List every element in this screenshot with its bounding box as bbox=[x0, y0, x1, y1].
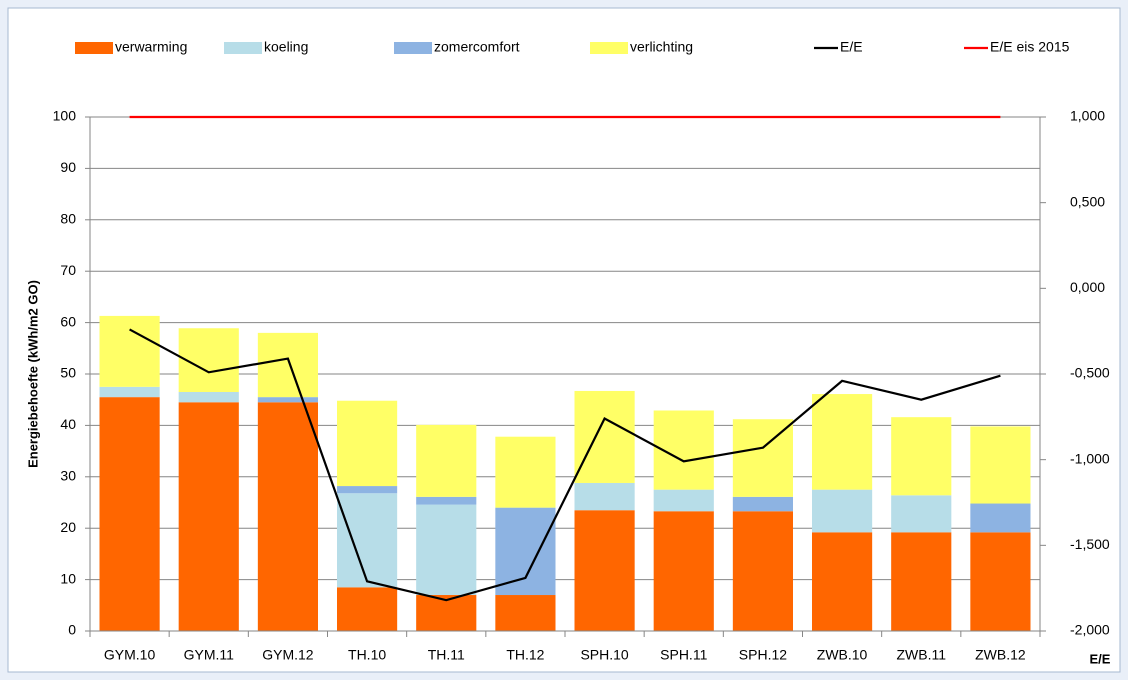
y-tick-label: 50 bbox=[60, 365, 76, 381]
legend-swatch bbox=[590, 42, 628, 54]
x-tick-label: GYM.10 bbox=[104, 647, 156, 663]
bar-segment bbox=[337, 493, 398, 588]
y-tick-label: 40 bbox=[60, 416, 76, 432]
bar-segment bbox=[574, 510, 635, 631]
x-tick-label: SPH.10 bbox=[580, 647, 628, 663]
legend-label: verwarming bbox=[115, 39, 187, 55]
x-tick-label: GYM.11 bbox=[184, 647, 235, 663]
bar-segment bbox=[416, 424, 477, 497]
bar-segment bbox=[257, 332, 318, 398]
bar-segment bbox=[495, 507, 556, 596]
y2-axis-label: E/E bbox=[1090, 651, 1111, 666]
x-tick-label: ZWB.10 bbox=[817, 647, 868, 663]
y-axis-label: Energiebehoefte (kWh/m2 GO) bbox=[25, 280, 40, 468]
y2-tick-label: -2,000 bbox=[1070, 622, 1110, 638]
x-tick-label: ZWB.12 bbox=[975, 647, 1026, 663]
y2-tick-label: 0,500 bbox=[1070, 193, 1105, 209]
bar-segment bbox=[970, 503, 1031, 533]
bar-segment bbox=[574, 482, 635, 511]
y-tick-label: 30 bbox=[60, 468, 76, 484]
x-tick-label: GYM.12 bbox=[262, 647, 314, 663]
x-tick-label: ZWB.11 bbox=[896, 647, 946, 663]
x-tick-label: TH.12 bbox=[506, 647, 544, 663]
y-tick-label: 100 bbox=[53, 108, 77, 124]
bar-segment bbox=[416, 496, 477, 505]
y-tick-label: 90 bbox=[60, 159, 76, 175]
bar-segment bbox=[99, 397, 160, 631]
legend-label: koeling bbox=[264, 39, 308, 55]
bar-segment bbox=[99, 315, 160, 387]
x-tick-label: SPH.12 bbox=[739, 647, 787, 663]
bar-segment bbox=[178, 402, 239, 631]
bar-segment bbox=[812, 532, 873, 631]
bar-segment bbox=[812, 394, 873, 490]
y-tick-label: 70 bbox=[60, 262, 76, 278]
bar-segment bbox=[337, 587, 398, 631]
legend-swatch bbox=[394, 42, 432, 54]
bar-segment bbox=[416, 504, 477, 596]
y2-tick-label: -1,000 bbox=[1070, 450, 1110, 466]
bar-segment bbox=[178, 391, 239, 403]
y-tick-label: 10 bbox=[60, 570, 76, 586]
bar-segment bbox=[574, 390, 635, 483]
chart-frame bbox=[7, 7, 1121, 673]
y-tick-label: 60 bbox=[60, 313, 76, 329]
bar-segment bbox=[337, 400, 398, 487]
bar-segment bbox=[99, 386, 160, 398]
y2-tick-label: -1,500 bbox=[1070, 536, 1110, 552]
x-tick-label: TH.11 bbox=[428, 647, 465, 663]
x-tick-label: TH.10 bbox=[348, 647, 386, 663]
bar-segment bbox=[891, 495, 952, 533]
y2-tick-label: 0,000 bbox=[1070, 279, 1105, 295]
bar-segment bbox=[495, 595, 556, 631]
y-tick-label: 80 bbox=[60, 211, 76, 227]
legend-label: zomercomfort bbox=[434, 39, 520, 55]
y2-tick-label: 1,000 bbox=[1070, 108, 1105, 124]
bar-segment bbox=[653, 511, 714, 631]
bar-segment bbox=[970, 426, 1031, 504]
bar-segment bbox=[337, 486, 398, 494]
bar-segment bbox=[732, 511, 793, 631]
bar-segment bbox=[257, 402, 318, 631]
legend-label: verlichting bbox=[630, 39, 693, 55]
bar-segment bbox=[812, 489, 873, 533]
bar-segment bbox=[732, 496, 793, 512]
x-tick-label: SPH.11 bbox=[660, 647, 707, 663]
legend-label: E/E eis 2015 bbox=[990, 39, 1070, 55]
bar-segment bbox=[970, 532, 1031, 631]
bar-segment bbox=[653, 489, 714, 512]
bar-segment bbox=[257, 397, 318, 403]
y-tick-label: 0 bbox=[68, 622, 76, 638]
y2-tick-label: -0,500 bbox=[1070, 365, 1110, 381]
legend-swatch bbox=[224, 42, 262, 54]
bar-segment bbox=[891, 417, 952, 496]
line-series bbox=[129, 328, 1001, 602]
y-tick-label: 20 bbox=[60, 519, 76, 535]
bar-segment bbox=[891, 532, 952, 631]
bar-segment bbox=[178, 328, 239, 392]
legend-label: E/E bbox=[840, 39, 863, 55]
legend-swatch bbox=[75, 42, 113, 54]
bar-segment bbox=[495, 436, 556, 508]
